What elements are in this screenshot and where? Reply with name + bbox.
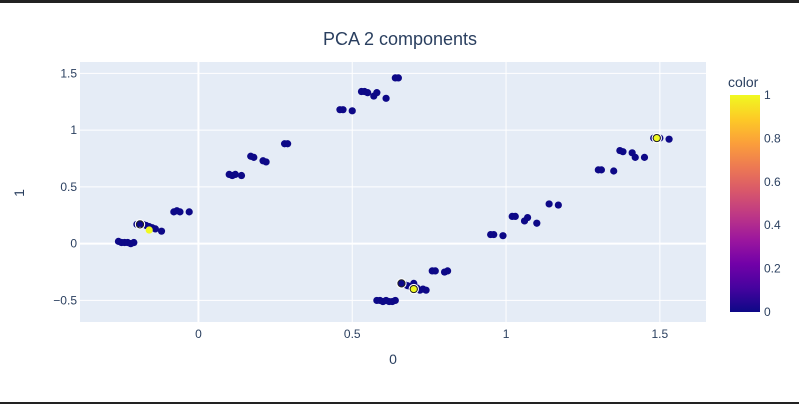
data-point (262, 158, 270, 166)
y-tick-label: 0 (70, 237, 77, 251)
selected-point-ring (409, 284, 418, 294)
x-tick-label: 0 (195, 327, 202, 341)
selected-point-ring (652, 133, 661, 143)
data-point (554, 201, 562, 209)
data-point (237, 171, 246, 180)
scatter-points (114, 74, 673, 306)
y-tick-label: 0.5 (60, 180, 77, 194)
data-point (348, 107, 356, 115)
y-tick-label: 1.5 (60, 66, 77, 80)
data-point (490, 230, 498, 239)
data-point (339, 106, 347, 114)
colorbar-title: color (728, 74, 759, 90)
x-tick-label: 0.5 (344, 327, 361, 341)
selected-point-ring-outer (651, 132, 662, 144)
data-point (284, 140, 292, 148)
data-point (382, 94, 390, 102)
data-point (231, 170, 239, 179)
data-point (597, 166, 606, 174)
window-bottom-border (0, 402, 799, 404)
chart-title: PCA 2 components (323, 29, 477, 49)
plot-area[interactable] (80, 62, 706, 322)
colorbar-tick-label: 0 (764, 305, 771, 319)
grid-lines (80, 62, 706, 322)
data-point (431, 267, 439, 275)
data-point (523, 213, 532, 222)
x-tick-label: 1.5 (652, 327, 669, 341)
selected-point-ring-outer (134, 219, 146, 230)
data-point (444, 267, 452, 275)
data-point (619, 148, 627, 156)
data-point (394, 74, 402, 82)
data-point (410, 285, 418, 293)
y-axis-ticks: −0.5 0 0.5 1 1.5 (53, 66, 77, 307)
colorbar-tick-label: 1 (764, 88, 771, 102)
data-point (130, 238, 138, 247)
data-point (665, 135, 673, 143)
data-point (176, 208, 184, 216)
data-point (610, 167, 618, 175)
data-point (185, 208, 193, 216)
x-tick-label: 1 (503, 327, 510, 341)
data-point (545, 200, 553, 208)
data-point (364, 89, 372, 97)
data-point (499, 232, 507, 240)
data-point (373, 89, 381, 97)
colorbar-tick-label: 0.8 (764, 131, 781, 145)
colorbar-tick-label: 0.6 (764, 175, 781, 189)
y-tick-label: −0.5 (53, 293, 77, 307)
window-top-border (0, 0, 799, 3)
data-point (640, 153, 649, 161)
selected-point-ring-outer (396, 278, 407, 289)
selected-point-ring-outer (408, 283, 419, 295)
selected-point-ring (397, 279, 406, 288)
data-point (157, 227, 166, 235)
x-axis-label: 0 (389, 351, 397, 367)
y-axis-label: 1 (11, 189, 27, 197)
data-point (533, 219, 541, 227)
selected-point-ring (135, 220, 145, 229)
x-axis-ticks: 0 0.5 1 1.5 (195, 327, 668, 341)
colorbar-tick-label: 0.2 (764, 262, 781, 276)
colorbar-tick-label: 0.4 (764, 218, 781, 232)
y-tick-label: 1 (70, 123, 77, 137)
data-point (422, 286, 430, 294)
data-point (631, 153, 639, 161)
data-point (653, 134, 661, 142)
data-point (250, 153, 258, 161)
data-point (151, 225, 159, 233)
data-point (391, 296, 399, 305)
colorbar-ticks: 0 0.2 0.4 0.6 0.8 1 (764, 88, 781, 319)
data-point (511, 212, 519, 221)
data-point (145, 226, 153, 234)
colorbar (730, 95, 760, 312)
